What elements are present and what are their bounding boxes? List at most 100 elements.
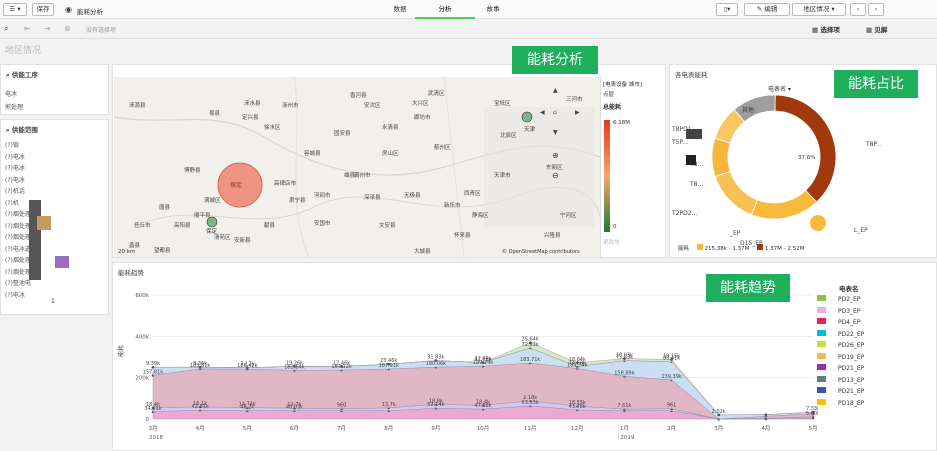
list-item[interactable]: (?)烟处理: [5, 209, 31, 218]
filter-workshop-title: ⌕ 供能工序: [6, 69, 38, 80]
data-label: 13.7k: [382, 402, 396, 408]
legend-label: PD2_EP: [838, 296, 860, 303]
menu-button[interactable]: ☰ ▾: [3, 3, 27, 16]
callout-energy-share: 能耗占比: [834, 70, 918, 98]
map-place-label: 静海区: [472, 211, 489, 219]
legend-swatch: [817, 330, 826, 336]
list-item[interactable]: (?)电冰: [5, 152, 25, 161]
step-back-icon[interactable]: ⇤: [24, 24, 31, 33]
donut-slice[interactable]: [712, 138, 730, 176]
donut-slice[interactable]: [775, 95, 836, 202]
zoom-out-icon[interactable]: ⊖: [552, 171, 559, 180]
list-item[interactable]: (?)机话: [5, 186, 25, 195]
next-sheet-button[interactable]: ›: [868, 3, 884, 16]
donut-slice[interactable]: [751, 190, 816, 219]
donut-legend-low: 215.38k - 1.37M: [705, 246, 750, 252]
clear-selections-icon[interactable]: ⊗: [64, 24, 71, 33]
list-item[interactable]: (?)烟处理: [5, 221, 31, 230]
list-item[interactable]: (?)整池电: [5, 278, 31, 287]
legend-swatch: [817, 307, 826, 313]
sheet-selector[interactable]: 地区情况 ▾: [792, 3, 846, 16]
map-scale: 20 km: [118, 249, 135, 255]
selections-label: 选择项: [820, 26, 840, 34]
map-nav-up-icon[interactable]: ▲: [553, 87, 558, 94]
list-item[interactable]: (?)电冰: [5, 290, 25, 299]
legend-item[interactable]: PD4_EP: [817, 318, 860, 326]
smart-search-icon[interactable]: ⌕: [4, 24, 8, 34]
filter-workshop[interactable]: ⌕ 供能工序 电冰 煎处理: [0, 64, 109, 115]
donut-slice-label: T2PD2...: [671, 210, 697, 217]
legend-item[interactable]: PD3_EP: [817, 307, 860, 315]
legend-item[interactable]: PD19_EP: [817, 353, 864, 361]
x-tick-label: 2月: [667, 425, 676, 432]
data-label: 88.41k: [663, 356, 680, 362]
map-place-label: 房山区: [382, 149, 399, 157]
map-nav-down-icon[interactable]: ▼: [553, 129, 558, 136]
map-home-icon[interactable]: ⌂: [553, 109, 557, 116]
legend-item[interactable]: PD22_EP: [817, 330, 864, 338]
x-tick-label: 11月: [524, 425, 537, 432]
list-item[interactable]: (?)机: [5, 198, 19, 207]
zoom-in-icon[interactable]: ⊕: [552, 151, 559, 160]
redacted-block: [37, 216, 51, 230]
list-item[interactable]: (?)烟处理: [5, 232, 31, 241]
map-place-label: 高碑店市: [274, 179, 297, 187]
data-label: 9.39k: [146, 361, 160, 367]
map-place-label: 安国市: [314, 219, 331, 227]
filter-range[interactable]: ⌕ 供能范围 (?)锻 (?)电冰 (?)电冰 (?)电冰 (?)机话 (?)机…: [0, 119, 109, 315]
legend-item[interactable]: PD21_EP: [817, 387, 864, 395]
map-panel[interactable]: 保定 天津 保定 涞水县 易县 徐水区 定兴县 容城县 雄县 霸州市 文安县 固安县 永清县 安次区…: [112, 64, 666, 258]
data-label: 157.81k: [143, 369, 163, 375]
area-point[interactable]: [765, 413, 768, 416]
legend-gradient: [604, 120, 610, 232]
x-tick-label: 7月: [337, 425, 346, 432]
map-place-label: 固安县: [334, 129, 351, 137]
prev-sheet-button[interactable]: ‹: [850, 3, 866, 16]
map-place-label: 宁河区: [560, 211, 577, 219]
map-place-label: 涿州市: [282, 101, 299, 109]
legend-item[interactable]: PD2_EP: [817, 295, 860, 303]
map-nav-left-icon[interactable]: ◀: [540, 109, 545, 116]
data-label: 7.61k: [617, 403, 631, 409]
map-place-label: 东丽区: [546, 163, 563, 171]
tab-story[interactable]: 故事: [463, 3, 523, 19]
list-item[interactable]: (?)烟处理: [5, 267, 31, 276]
map-place-label: 兴隆县: [544, 231, 561, 239]
map-canvas[interactable]: 保定 天津 保定 涞水县易县徐水区定兴县容城县雄县霸州市文安县 固安县 永清县 安次区…: [114, 77, 600, 257]
trend-panel[interactable]: 能耗趋势 600k 400k 200k 0 能耗 9.39k 8.36k 7.17k 19.26…: [112, 262, 937, 451]
data-label: 2.02k: [712, 409, 726, 415]
device-button[interactable]: ▯▾: [716, 3, 738, 16]
save-button[interactable]: 保存: [32, 3, 54, 16]
map-place-label: 天津市: [494, 171, 511, 179]
filter-workshop-title-text: 供能工序: [12, 71, 38, 79]
redacted-block: [686, 155, 696, 165]
list-item[interactable]: (?)电冰: [5, 163, 25, 172]
legend-label: PD21_EP: [838, 365, 864, 372]
map-place-label: 易县: [209, 110, 221, 117]
donut-chart[interactable]: 37.6% T8PD1... T5P... T8... T8... T2PD2... _EP…: [670, 87, 937, 257]
insights-button[interactable]: ▦ 见解: [866, 24, 887, 34]
map-bubble-small[interactable]: [522, 112, 532, 122]
legend-item[interactable]: PD26_EP: [817, 341, 864, 349]
list-item[interactable]: (?)电冰: [5, 175, 25, 184]
step-forward-icon[interactable]: ⇥: [44, 24, 51, 33]
data-label: 961: [667, 403, 677, 409]
donut-other-label: 其他: [742, 105, 754, 114]
x-tick-label: 4月: [196, 425, 205, 432]
map-nav-right-icon[interactable]: ▶: [575, 109, 580, 116]
legend-item[interactable]: PD21_EP: [817, 364, 864, 372]
legend-sub: 点层: [601, 90, 666, 98]
selections-button[interactable]: ▦ 选择项: [812, 24, 840, 34]
list-item[interactable]: (?)电冰选: [5, 244, 31, 253]
legend-item[interactable]: PD13_EP: [817, 376, 864, 384]
edit-button[interactable]: ✎ 编辑: [744, 3, 790, 16]
donut-slice[interactable]: [715, 171, 757, 214]
list-item[interactable]: 煎处理: [5, 102, 23, 111]
data-label: 31.83k: [427, 355, 444, 361]
donut-legend-high: 1.37M - 2.52M: [765, 246, 804, 252]
legend-item[interactable]: PD18_EP: [817, 399, 864, 407]
filter-range-title: ⌕ 供能范围: [6, 124, 38, 135]
list-item[interactable]: 电冰: [5, 89, 17, 98]
list-item[interactable]: (?)锻: [5, 140, 19, 149]
list-item[interactable]: (?)烟处理: [5, 255, 31, 264]
